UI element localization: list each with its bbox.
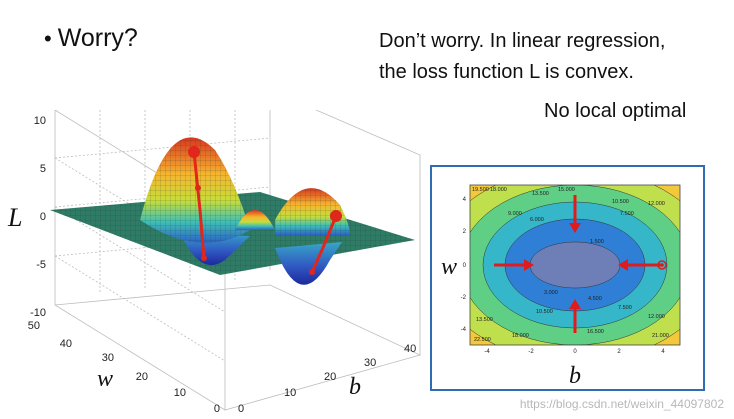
contour-x-tick: 0: [573, 349, 577, 355]
contour-x-tick: -2: [528, 349, 534, 355]
z-tick: 0: [40, 211, 46, 223]
contour-y-tick: 0: [463, 263, 467, 269]
start-point-right: [330, 210, 342, 222]
z-tick: 5: [40, 163, 46, 175]
b-tick: 20: [324, 371, 336, 383]
surface-peak-small: [235, 210, 275, 230]
axis-label-w: w: [97, 366, 114, 392]
contour-level-label: 9.000: [508, 211, 522, 217]
w-tick: 40: [60, 338, 72, 350]
contour-y-tick: -4: [461, 327, 467, 333]
gradient-arrows: [494, 195, 662, 333]
contour-level-label: 18.000: [512, 333, 529, 339]
contour-minimum-region: [530, 242, 620, 288]
contour-level-label: 7.500: [620, 211, 634, 217]
descent-path-right: [310, 215, 338, 273]
surface-valley-right: [275, 242, 342, 285]
contour-level-label: 10.500: [612, 199, 629, 205]
contour-level-label: 3.000: [544, 290, 558, 296]
contour-frame: [469, 184, 681, 346]
axis-label-L: L: [8, 203, 23, 232]
contour-x-tick: -4: [484, 349, 490, 355]
contour-level-label: 13.500: [476, 317, 493, 323]
contour-x-tick: 2: [617, 349, 621, 355]
contour-level-label: 7.500: [618, 305, 632, 311]
w-tick: 0: [214, 403, 220, 415]
start-point-contour: [657, 260, 667, 270]
contour-level-label: 22.500: [474, 337, 491, 343]
contour-level-label: 21.000: [652, 333, 669, 339]
w-tick: 30: [102, 352, 114, 364]
contour-level-label: 4.500: [588, 296, 602, 302]
contour-panel: 19.500 18.000 13.500 15.000 10.500 12.00…: [430, 165, 705, 391]
contour-y-tick: 2: [463, 229, 467, 235]
contour-level-label: 1.500: [590, 239, 604, 245]
axis-label-b: b: [349, 374, 361, 400]
contour-level-label: 12.000: [648, 201, 665, 207]
bullet-text: Worry?: [57, 24, 138, 52]
note-no-local-optimal: No local optimal: [544, 100, 687, 122]
z-tick: -10: [30, 307, 46, 319]
contour-level-label: 18.000: [490, 187, 507, 193]
contour-level-label: 12.000: [648, 314, 665, 320]
contour-level-label: 13.500: [532, 191, 549, 197]
descent-path-left: [192, 151, 206, 259]
b-tick: 30: [364, 357, 376, 369]
w-tick: 20: [136, 371, 148, 383]
surface-plot: 10 5 0 -5 -10 50 40 30 20 10 0 0 10 20 3…: [28, 110, 422, 415]
z-tick: 10: [34, 115, 46, 127]
b-tick: 0: [238, 403, 244, 415]
w-tick: 10: [174, 387, 186, 399]
b-tick: 10: [284, 387, 296, 399]
b-tick: 40: [404, 343, 416, 355]
contour-axis-label-b: b: [569, 363, 581, 389]
contour-level-label: 10.500: [536, 309, 553, 315]
contour-level-label: 6.000: [530, 217, 544, 223]
message-line-2: the loss function L is convex.: [379, 61, 634, 83]
contour-level-label: 15.000: [558, 187, 575, 193]
contour-plot: 19.500 18.000 13.500 15.000 10.500 12.00…: [461, 184, 681, 355]
contour-y-tick: -2: [461, 295, 467, 301]
message-line-1: Don’t worry. In linear regression,: [379, 30, 666, 52]
contour-y-tick: 4: [463, 197, 467, 203]
z-tick: -5: [36, 259, 46, 271]
bullet-question: • Worry?: [44, 24, 138, 53]
w-tick: 50: [28, 320, 40, 332]
contour-level-label: 16.500: [587, 329, 604, 335]
contour-level-label: 19.500: [472, 187, 489, 193]
contour-axis-label-w: w: [441, 254, 458, 280]
watermark-url: https://blog.csdn.net/weixin_44097802: [519, 397, 724, 411]
start-point-left: [188, 146, 200, 158]
contour-x-tick: 4: [661, 349, 665, 355]
bullet-symbol: •: [44, 26, 52, 51]
